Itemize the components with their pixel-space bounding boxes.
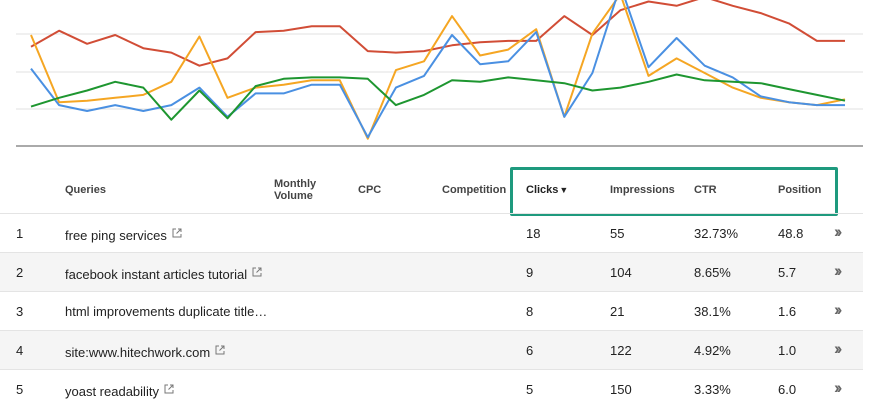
external-link-icon[interactable]	[172, 226, 182, 241]
double-chevron-right-icon[interactable]: ››	[834, 222, 843, 241]
header-competition[interactable]: Competition	[442, 184, 507, 196]
double-chevron-right-icon[interactable]: ››	[834, 378, 843, 397]
ctr-cell: 8.65%	[694, 265, 731, 280]
ctr-cell: 3.33%	[694, 382, 731, 397]
header-monthly-volume[interactable]: Monthly Volume	[274, 178, 316, 202]
external-link-icon[interactable]	[215, 343, 225, 358]
clicks-cell: 5	[526, 382, 534, 397]
external-link-icon[interactable]	[252, 265, 262, 280]
header-monthly-volume-line2: Volume	[274, 190, 313, 202]
clicks-cell: 9	[526, 265, 534, 280]
impressions-cell: 21	[610, 304, 625, 319]
query-text: yoast readability	[65, 384, 159, 399]
query-cell: site:www.hitechwork.com	[65, 343, 225, 360]
header-queries[interactable]: Queries	[65, 184, 106, 196]
series-line-1[interactable]	[30, 0, 845, 67]
position-cell: 48.8	[778, 226, 804, 241]
query-cell: html improvements duplicate title…	[65, 304, 267, 319]
header-cpc[interactable]: CPC	[358, 184, 382, 196]
query-text: facebook instant articles tutorial	[65, 267, 248, 282]
query-text: free ping services	[65, 228, 167, 243]
ctr-cell: 38.1%	[694, 304, 731, 319]
header-clicks-label: Clicks	[526, 184, 559, 196]
position-cell: 6.0	[778, 382, 797, 397]
position-cell: 1.0	[778, 343, 797, 358]
impressions-cell: 150	[610, 382, 632, 397]
row-number: 2	[16, 265, 24, 280]
table-row[interactable]: 3 html improvements duplicate title… 8 21 38…	[0, 291, 863, 330]
clicks-cell: 8	[526, 304, 534, 319]
ctr-cell: 32.73%	[694, 226, 739, 241]
double-chevron-right-icon[interactable]: ››	[834, 261, 843, 280]
row-number: 1	[16, 226, 24, 241]
series-line-3[interactable]	[30, 0, 845, 139]
header-monthly-volume-line1: Monthly	[274, 178, 317, 190]
double-chevron-right-icon[interactable]: ››	[834, 300, 843, 319]
table-row[interactable]: 2 facebook instant articles tutorial 9 104 8…	[0, 252, 863, 291]
row-number: 4	[16, 343, 24, 358]
table-row[interactable]: 4 site:www.hitechwork.com 6 122 4.92% 1.0 ››	[0, 330, 863, 369]
double-chevron-right-icon[interactable]: ››	[834, 339, 843, 358]
row-number: 5	[16, 382, 24, 397]
query-text: site:www.hitechwork.com	[65, 345, 211, 360]
query-cell: facebook instant articles tutorial	[65, 265, 262, 282]
table-row[interactable]: 5 yoast readability 5 150 3.33% 6.0 ››	[0, 369, 863, 403]
header-position[interactable]: Position	[778, 184, 822, 196]
performance-line-chart	[16, 0, 863, 147]
position-cell: 5.7	[778, 265, 797, 280]
query-cell: yoast readability	[65, 382, 174, 399]
query-text: html improvements duplicate title…	[65, 304, 268, 319]
position-cell: 1.6	[778, 304, 797, 319]
series-line-2[interactable]	[30, 0, 846, 140]
sort-descending-icon: ▼	[559, 185, 569, 195]
row-number: 3	[16, 304, 24, 319]
external-link-icon[interactable]	[164, 382, 174, 397]
impressions-cell: 55	[610, 226, 625, 241]
clicks-cell: 18	[526, 226, 541, 241]
impressions-cell: 122	[610, 343, 632, 358]
series-line-4[interactable]	[30, 73, 846, 121]
table-row[interactable]: 1 free ping services 18 55 32.73% 48.8 ››	[0, 213, 863, 252]
clicks-cell: 6	[526, 343, 534, 358]
table-header: Queries Monthly Volume CPC Competition C…	[0, 167, 863, 213]
header-clicks[interactable]: Clicks▼	[526, 184, 568, 196]
impressions-cell: 104	[610, 265, 632, 280]
header-impressions[interactable]: Impressions	[610, 184, 675, 196]
query-cell: free ping services	[65, 226, 182, 243]
query-table-body: 1 free ping services 18 55 32.73% 48.8 ›› 2 face…	[0, 213, 863, 403]
header-ctr[interactable]: CTR	[694, 184, 717, 196]
ctr-cell: 4.92%	[694, 343, 731, 358]
